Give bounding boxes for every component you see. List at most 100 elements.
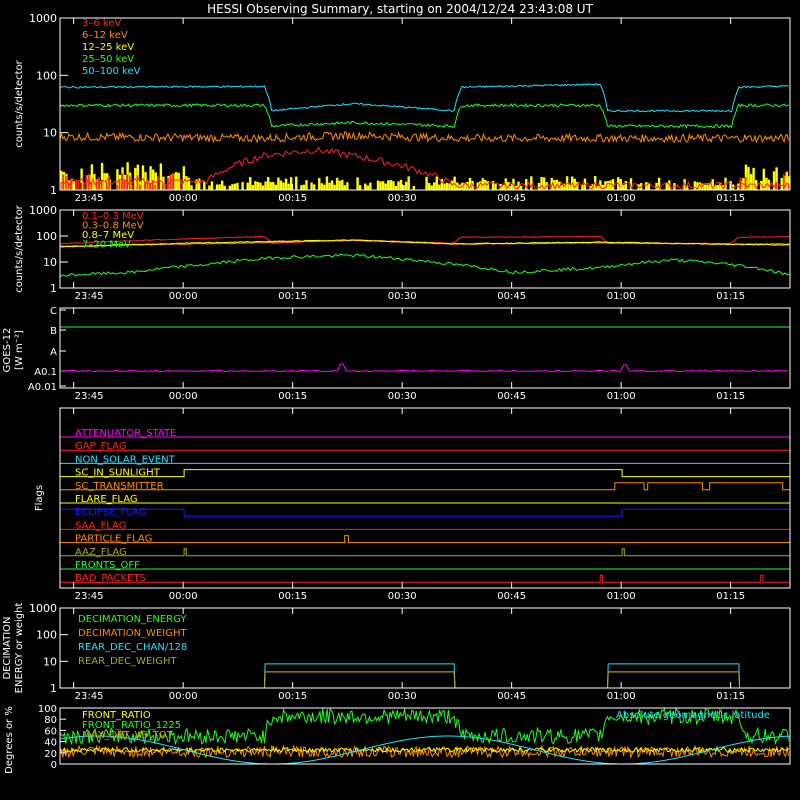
panel6-ytick-label: 80	[44, 715, 57, 726]
band-12-25-bar	[404, 181, 408, 190]
band-3-6-bar	[164, 184, 167, 190]
band-12-25-bar	[611, 179, 615, 190]
panel1-frame	[59, 17, 791, 191]
panel2-legend-entry: 0.8–7 MeV	[82, 230, 134, 241]
panel1-ytick-label: 10	[43, 127, 57, 140]
band-12-25-bar	[752, 167, 755, 190]
panel5-ytick-label: 100	[36, 629, 57, 642]
band-12-25-bar	[435, 176, 438, 190]
panel3-ytick-label: A	[50, 347, 57, 358]
flag-trace-sc_transmitter	[60, 482, 790, 491]
band-12-25-bar	[440, 178, 444, 190]
band-12-25-bar	[701, 183, 704, 190]
band-3-6-bar	[65, 175, 67, 190]
panel2-xtick-label: 00:00	[169, 291, 198, 302]
band-12-25-bar	[399, 179, 403, 190]
band-12-25-bar	[389, 180, 392, 190]
band-12-25-bar	[369, 182, 372, 190]
band-12-25-bar	[762, 168, 766, 190]
high-series-line	[59, 239, 790, 248]
band-12-25-bar	[312, 184, 316, 190]
band-12-25-bar	[282, 182, 285, 190]
band-12-25-bar	[318, 178, 321, 190]
figure-title: HESSI Observing Summary, starting on 200…	[207, 2, 593, 16]
panel5-legend-entry: DECIMATION_ENERGY	[78, 614, 187, 625]
band-12-25-bar	[443, 183, 446, 190]
panel6-ylabel: Degrees or %	[4, 706, 15, 774]
band-3-6-bar	[100, 179, 103, 190]
band-12-25-bar	[335, 177, 339, 190]
band-12-25-bar	[517, 181, 520, 190]
band-3-6-bar	[80, 182, 83, 190]
band-12-25-bar	[241, 182, 244, 190]
band-12-25-bar	[708, 182, 712, 190]
flag-trace-sc_in_sunlight	[60, 469, 790, 478]
band-3-6-bar	[82, 182, 85, 190]
band-12-25-bar	[251, 185, 255, 190]
panel1-legend-entry: 25–50 keV	[82, 54, 134, 65]
flag-label-fronts_off: FRONTS_OFF	[75, 560, 140, 571]
band-3-6-bar	[154, 184, 157, 190]
band-12-25-bar	[346, 182, 349, 190]
band-12-25-bar	[310, 182, 313, 190]
band-12-25-bar	[356, 177, 359, 190]
band-12-25-bar	[266, 176, 270, 190]
band-12-25-bar	[647, 182, 651, 190]
band-12-25-bar	[514, 185, 518, 190]
band-12-25-bar	[719, 182, 722, 190]
band-12-25-bar	[665, 182, 668, 190]
panels: 23:45 00:00 00:15 00:30 00:45 01:00 01:1511010…	[2, 12, 791, 774]
band-3-6-bar	[62, 174, 65, 190]
band-12-25-bar	[231, 184, 234, 190]
band-12-25-bar	[706, 183, 709, 190]
band-12-25-bar	[264, 181, 267, 190]
band-12-25-bar	[629, 178, 633, 190]
band-12-25-bar	[154, 172, 157, 190]
band-12-25-bar	[272, 182, 275, 190]
panel2-ytick-label: 10	[43, 256, 57, 269]
panel3-ytick-label: C	[50, 306, 57, 317]
band-12-25-bar	[622, 184, 625, 190]
band-12-25-bar	[256, 181, 260, 190]
band-12-25-bar	[261, 185, 265, 190]
band-3-6-bar	[116, 184, 118, 190]
band-12-25-bar	[427, 182, 431, 190]
panel4-xtick-label: 00:45	[497, 591, 526, 602]
band-12-25-bar	[187, 177, 191, 190]
panel4-xtick-label: 00:30	[388, 591, 417, 602]
band-12-25-bar	[479, 181, 482, 190]
band-12-25-bar	[289, 177, 293, 190]
panel2-xtick-label: 01:15	[716, 291, 745, 302]
panel1-legend-entry: 50–100 keV	[82, 66, 141, 77]
band-12-25-bar	[657, 177, 661, 190]
band-12-25-bar	[220, 180, 224, 190]
band-12-25-bar	[228, 185, 232, 190]
flag-trace-aaz_flag	[60, 548, 790, 557]
panel3-ytick-label: B	[50, 326, 57, 337]
band-12-25-bar	[537, 182, 541, 190]
panel3-xtick-label: 00:45	[497, 391, 526, 402]
band-12-25-bar	[714, 185, 717, 190]
band-12-25-bar	[295, 176, 298, 190]
band-12-25-bar	[542, 177, 546, 190]
band-12-25-bar	[765, 177, 768, 190]
flag-label-aaz_flag: AAZ_FLAG	[75, 547, 127, 558]
panel5-ytick-label: 1000	[29, 602, 57, 615]
band-12-25-bar	[185, 176, 188, 190]
band-3-6-bar	[139, 184, 141, 190]
panel4-frame	[59, 407, 791, 589]
band-6-12-line	[59, 131, 789, 144]
panel1-xtick-label: 00:45	[497, 193, 526, 204]
band-12-25-bar	[645, 182, 648, 190]
panel3-ytick-label: A0.01	[28, 382, 57, 393]
panel3-xtick-label: 01:15	[716, 391, 745, 402]
band-3-6-bar	[151, 180, 154, 190]
band-12-25-bar	[325, 176, 329, 190]
flag-trace-eclipse_flag	[59, 508, 791, 517]
band-3-6-bar	[70, 179, 72, 190]
panel3-xtick-label: 00:15	[278, 391, 307, 402]
panel3-frame	[59, 307, 791, 389]
panel-lightcurve-high: 23:45 00:00 00:15 00:30 00:45 01:00 01:15 1 10 10…	[14, 204, 791, 302]
panel3-xtick-label: 00:00	[169, 391, 198, 402]
band-12-25-bar	[749, 174, 753, 190]
